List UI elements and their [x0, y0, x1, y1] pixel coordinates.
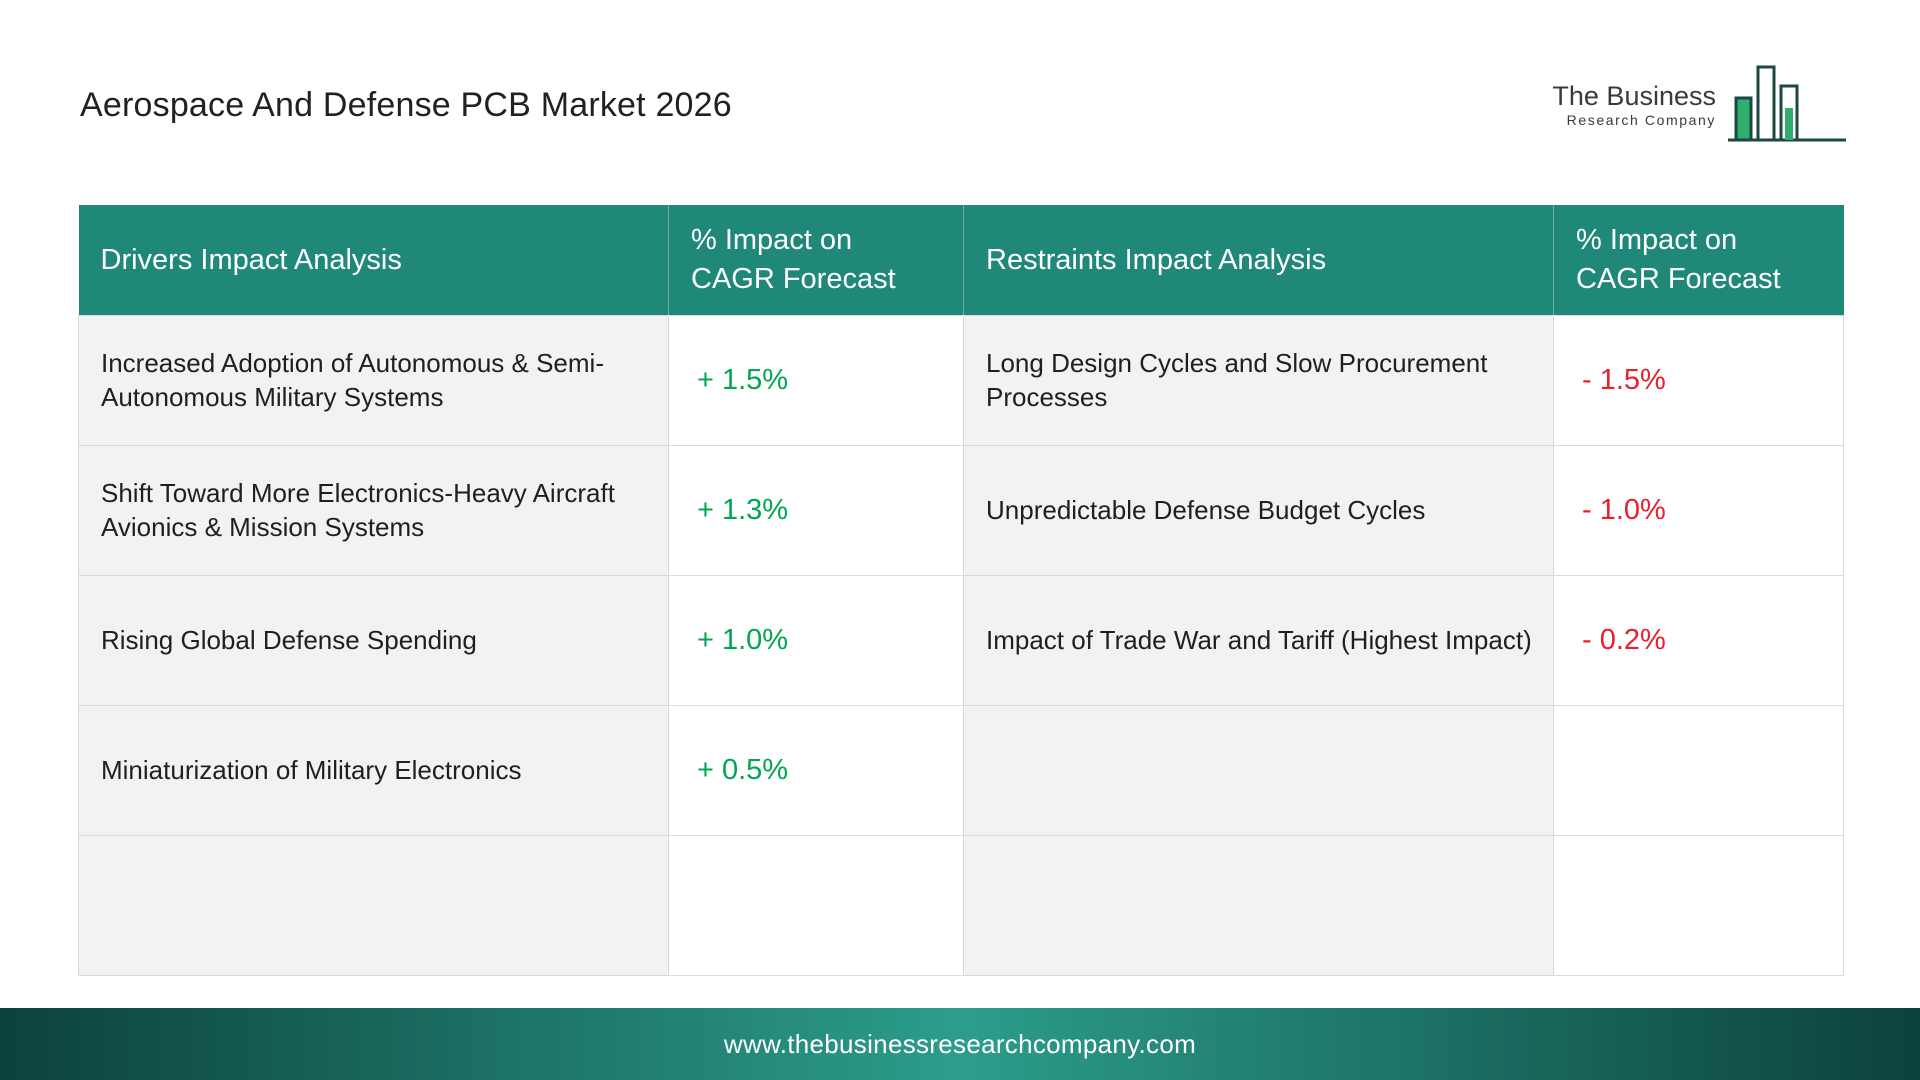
restraint-cell — [963, 704, 1554, 836]
restraint-cell: Impact of Trade War and Tariff (Highest … — [963, 574, 1554, 706]
table-row: Rising Global Defense Spending + 1.0% Im… — [78, 574, 1844, 706]
restraint-impact-cell: - 1.0% — [1553, 444, 1844, 576]
restraint-impact-cell: - 0.2% — [1553, 574, 1844, 706]
driver-impact-cell: + 0.5% — [668, 704, 964, 836]
driver-cell: Increased Adoption of Autonomous & Semi-… — [78, 314, 669, 446]
driver-cell: Miniaturization of Military Electronics — [78, 704, 669, 836]
header-restraints-impact: % Impact on CAGR Forecast — [1553, 205, 1844, 315]
restraint-cell — [963, 834, 1554, 976]
header-row: Drivers Impact Analysis % Impact on CAGR… — [78, 205, 1844, 315]
footer-url: www.thebusinessresearchcompany.com — [723, 1028, 1197, 1059]
header-restraints: Restraints Impact Analysis — [963, 205, 1554, 315]
table-row — [78, 834, 1844, 976]
company-logo: The Business Research Company — [1552, 62, 1848, 148]
table-row: Increased Adoption of Autonomous & Semi-… — [78, 314, 1844, 446]
impact-table-body: Increased Adoption of Autonomous & Semi-… — [78, 314, 1844, 976]
impact-table-header: Drivers Impact Analysis % Impact on CAGR… — [78, 205, 1844, 315]
impact-table: Drivers Impact Analysis % Impact on CAGR… — [78, 205, 1844, 976]
driver-cell: Shift Toward More Electronics-Heavy Airc… — [78, 444, 669, 576]
driver-impact-cell — [668, 834, 964, 976]
driver-cell: Rising Global Defense Spending — [78, 574, 669, 706]
company-logo-text: The Business Research Company — [1552, 82, 1716, 128]
restraint-impact-cell: - 1.5% — [1553, 314, 1844, 446]
restraint-cell: Long Design Cycles and Slow Procurement … — [963, 314, 1554, 446]
restraint-impact-cell — [1553, 704, 1844, 836]
driver-cell — [78, 834, 669, 976]
restraint-impact-cell — [1553, 834, 1844, 976]
page-title: Aerospace And Defense PCB Market 2026 — [80, 86, 732, 124]
driver-impact-cell: + 1.3% — [668, 444, 964, 576]
table-row: Shift Toward More Electronics-Heavy Airc… — [78, 444, 1844, 576]
logo-line1: The Business — [1552, 80, 1716, 111]
header-drivers-impact: % Impact on CAGR Forecast — [668, 205, 964, 315]
footer-bar: www.thebusinessresearchcompany.com — [0, 1008, 1920, 1080]
bar-chart-logo-icon — [1728, 62, 1848, 148]
header-drivers: Drivers Impact Analysis — [78, 205, 669, 315]
driver-impact-cell: + 1.0% — [668, 574, 964, 706]
table-row: Miniaturization of Military Electronics … — [78, 704, 1844, 836]
logo-line2: Research Company — [1566, 112, 1716, 129]
restraint-cell: Unpredictable Defense Budget Cycles — [963, 444, 1554, 576]
driver-impact-cell: + 1.5% — [668, 314, 964, 446]
